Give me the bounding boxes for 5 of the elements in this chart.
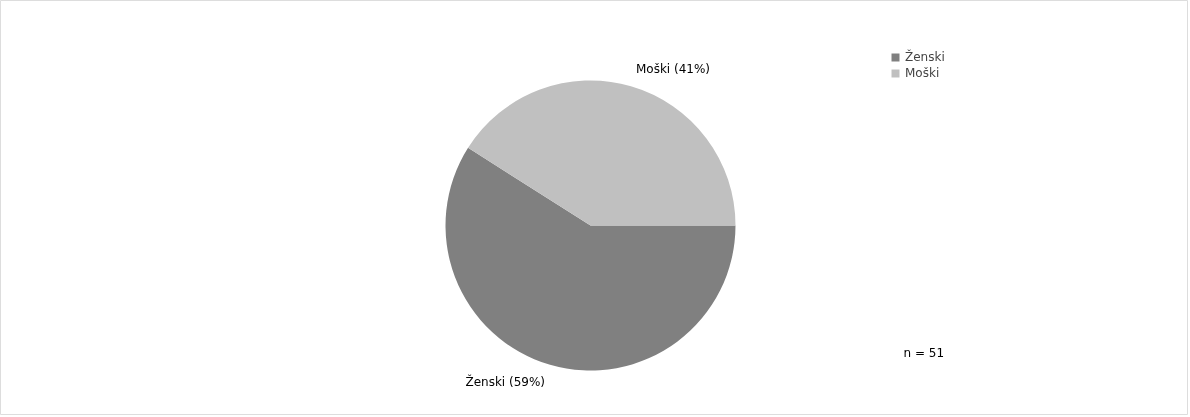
legend-label: Ženski (905, 50, 945, 64)
text: n = 51 (903, 345, 945, 360)
legend-label: Moški (905, 66, 940, 80)
data-label: Ženski (59%) (465, 374, 546, 390)
data-label: Moški (41%) (635, 61, 711, 76)
